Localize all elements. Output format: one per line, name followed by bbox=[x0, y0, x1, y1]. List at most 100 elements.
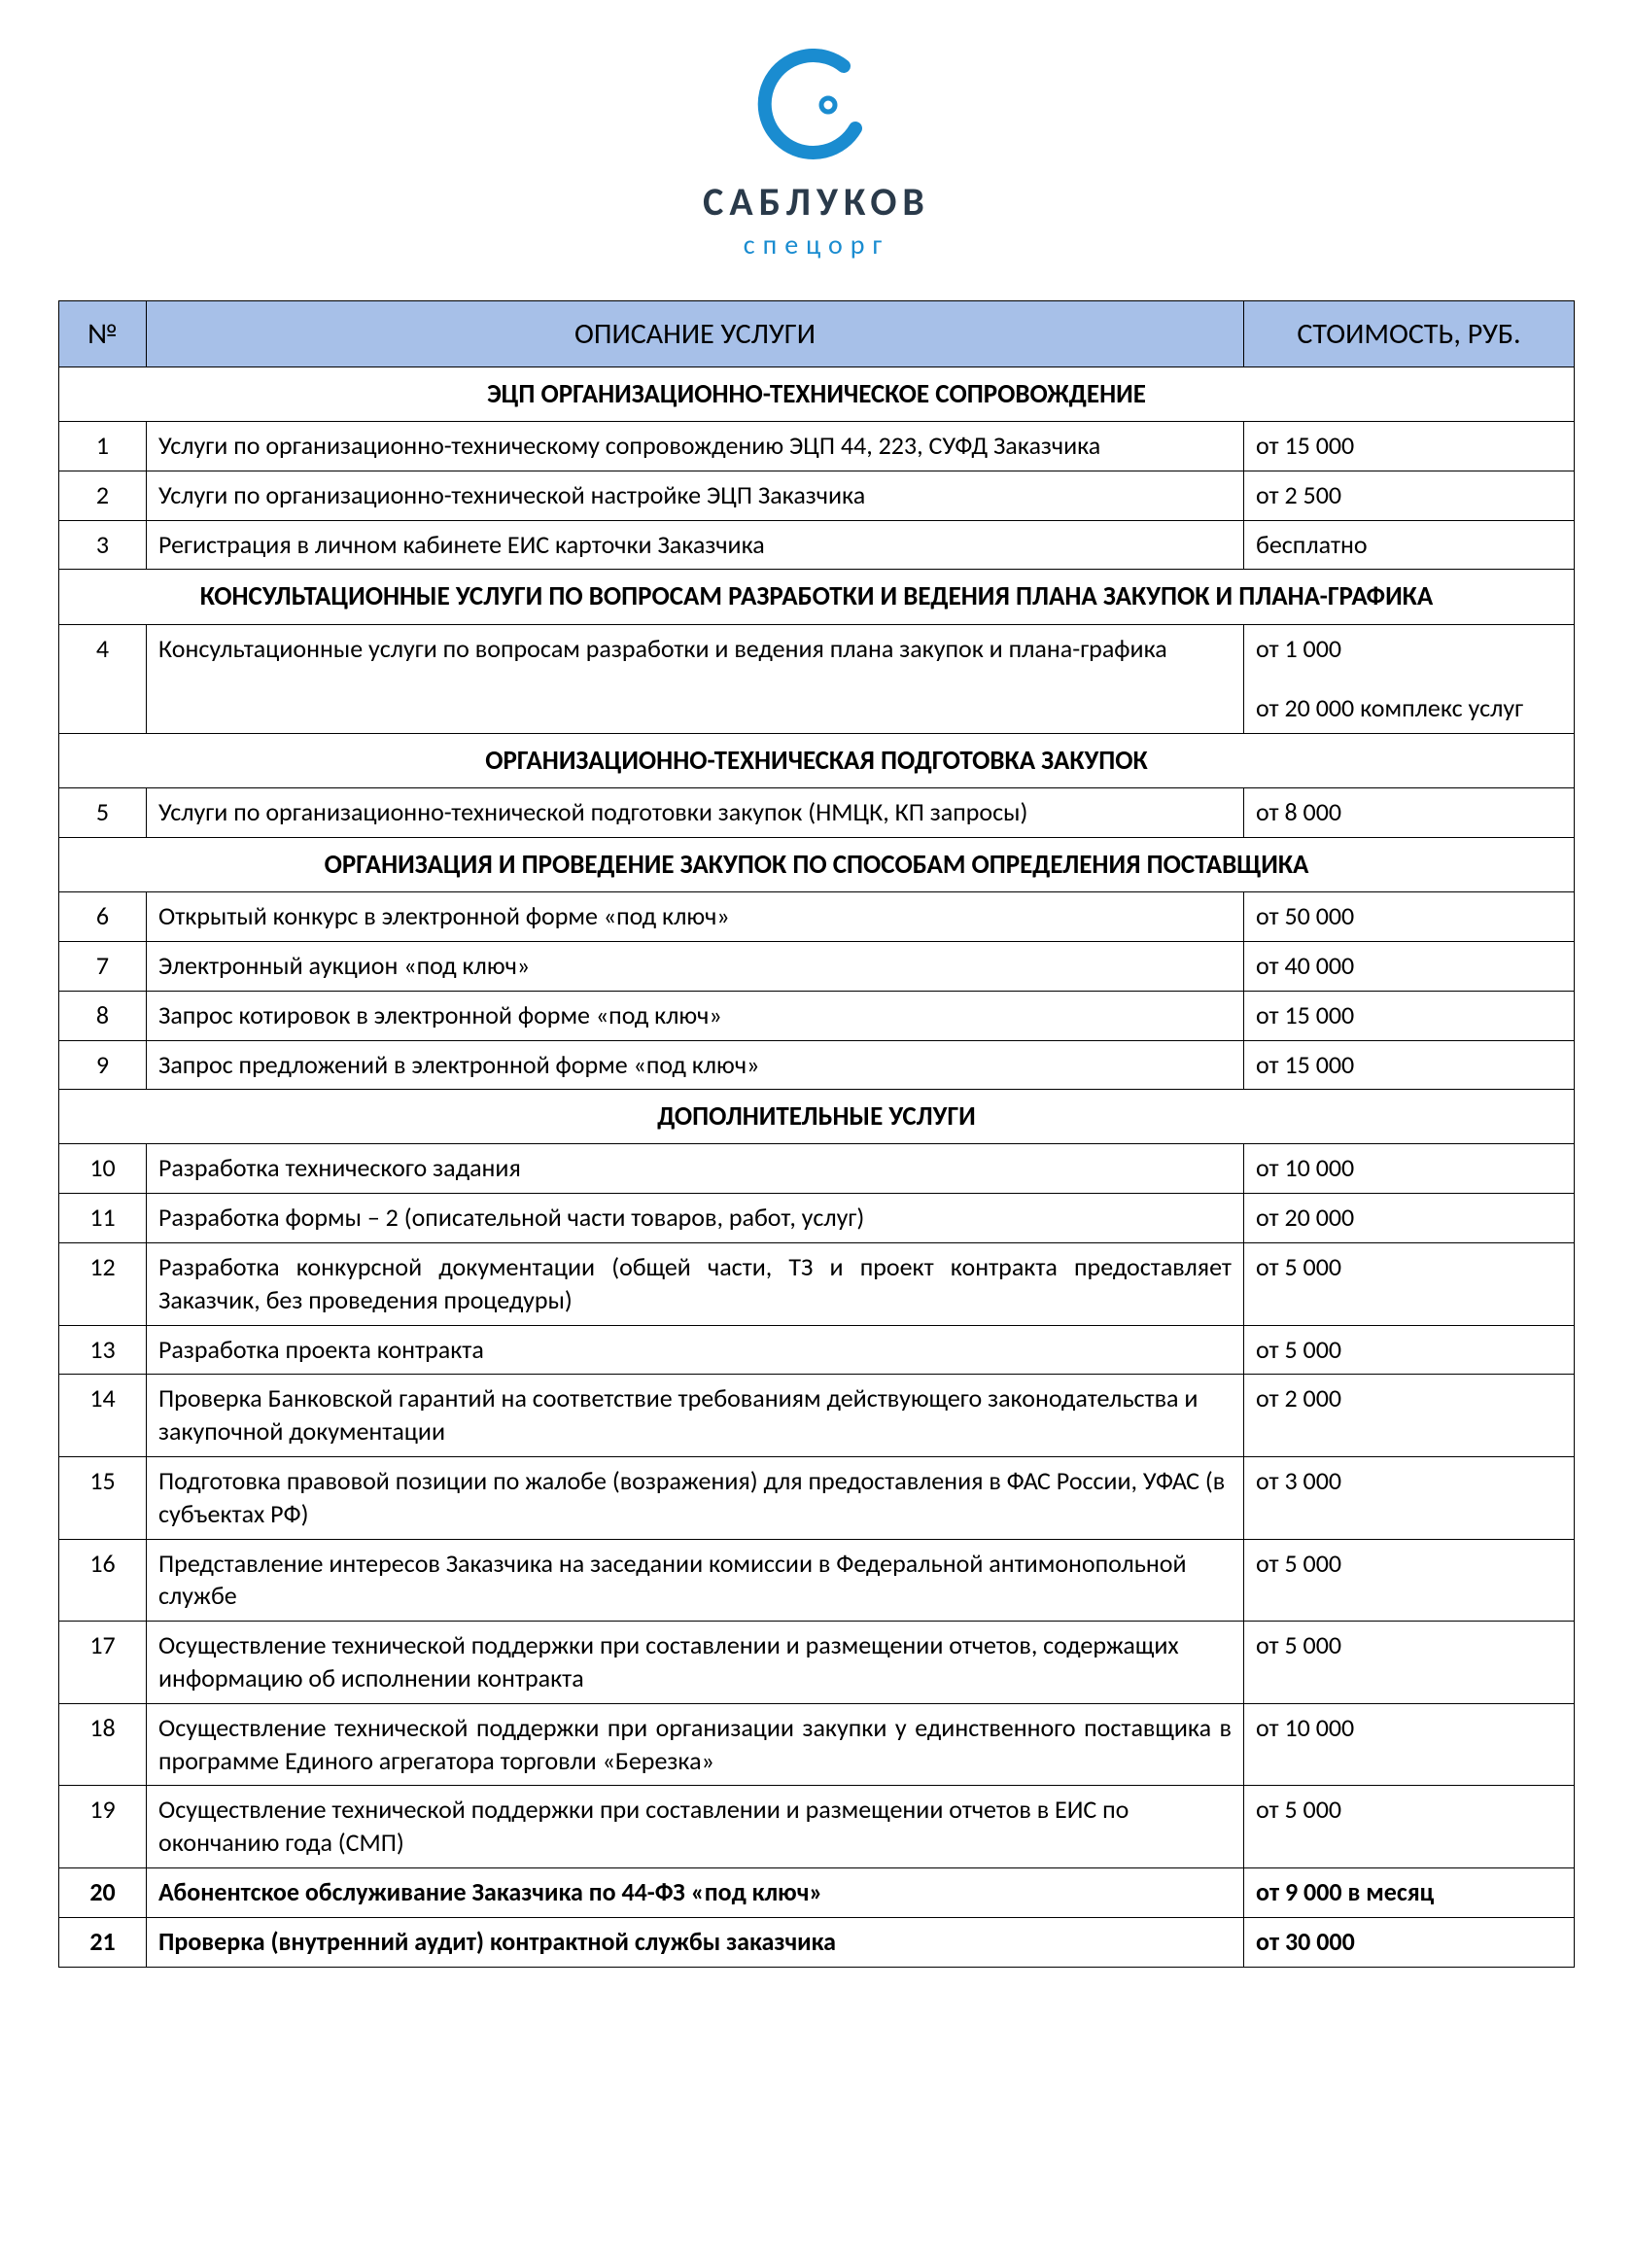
row-cost: от 9 000 в месяц bbox=[1244, 1867, 1575, 1917]
section-row: ЭЦП ОРГАНИЗАЦИОННО-ТЕХНИЧЕСКОЕ СОПРОВОЖД… bbox=[59, 367, 1575, 422]
table-row: 19Осуществление технической поддержки пр… bbox=[59, 1786, 1575, 1868]
table-row: 9Запрос предложений в электронной форме … bbox=[59, 1040, 1575, 1090]
row-cost: от 50 000 bbox=[1244, 892, 1575, 942]
row-description: Проверка Банковской гарантий на соответс… bbox=[147, 1375, 1244, 1457]
row-number: 2 bbox=[59, 471, 147, 520]
section-title: ОРГАНИЗАЦИОННО-ТЕХНИЧЕСКАЯ ПОДГОТОВКА ЗА… bbox=[59, 734, 1575, 788]
logo-icon bbox=[748, 49, 885, 165]
row-description: Осуществление технической поддержки при … bbox=[147, 1703, 1244, 1786]
row-cost: от 5 000 bbox=[1244, 1325, 1575, 1375]
row-description: Услуги по организационно-техническому со… bbox=[147, 422, 1244, 471]
row-number: 7 bbox=[59, 941, 147, 991]
row-description: Услуги по организационно-технической нас… bbox=[147, 471, 1244, 520]
row-description: Запрос предложений в электронной форме «… bbox=[147, 1040, 1244, 1090]
row-number: 14 bbox=[59, 1375, 147, 1457]
table-row: 2Услуги по организационно-технической на… bbox=[59, 471, 1575, 520]
row-cost: бесплатно bbox=[1244, 520, 1575, 570]
section-row: ОРГАНИЗАЦИЯ И ПРОВЕДЕНИЕ ЗАКУПОК ПО СПОС… bbox=[59, 838, 1575, 892]
col-desc-header: ОПИСАНИЕ УСЛУГИ bbox=[147, 301, 1244, 367]
row-number: 5 bbox=[59, 788, 147, 838]
row-cost: от 1 000 от 20 000 комплекс услуг bbox=[1244, 624, 1575, 734]
row-cost: от 15 000 bbox=[1244, 991, 1575, 1040]
row-cost: от 5 000 bbox=[1244, 1786, 1575, 1868]
section-title: ОРГАНИЗАЦИЯ И ПРОВЕДЕНИЕ ЗАКУПОК ПО СПОС… bbox=[59, 838, 1575, 892]
section-row: ОРГАНИЗАЦИОННО-ТЕХНИЧЕСКАЯ ПОДГОТОВКА ЗА… bbox=[59, 734, 1575, 788]
table-row: 21Проверка (внутренний аудит) контрактно… bbox=[59, 1917, 1575, 1967]
row-description: Разработка конкурсной документации (обще… bbox=[147, 1243, 1244, 1326]
row-number: 17 bbox=[59, 1622, 147, 1704]
logo-subtitle: спецорг bbox=[58, 227, 1575, 262]
table-row: 17Осуществление технической поддержки пр… bbox=[59, 1622, 1575, 1704]
col-cost-header: СТОИМОСТЬ, РУБ. bbox=[1244, 301, 1575, 367]
row-description: Представление интересов Заказчика на зас… bbox=[147, 1539, 1244, 1622]
logo-block: САБЛУКОВ спецорг bbox=[58, 49, 1575, 262]
row-description: Осуществление технической поддержки при … bbox=[147, 1786, 1244, 1868]
row-cost: от 10 000 bbox=[1244, 1144, 1575, 1194]
row-description: Консультационные услуги по вопросам разр… bbox=[147, 624, 1244, 734]
row-number: 20 bbox=[59, 1867, 147, 1917]
section-title: ДОПОЛНИТЕЛЬНЫЕ УСЛУГИ bbox=[59, 1090, 1575, 1144]
row-number: 3 bbox=[59, 520, 147, 570]
row-cost: от 40 000 bbox=[1244, 941, 1575, 991]
row-description: Электронный аукцион «под ключ» bbox=[147, 941, 1244, 991]
row-cost: от 2 000 bbox=[1244, 1375, 1575, 1457]
table-row: 20Абонентское обслуживание Заказчика по … bbox=[59, 1867, 1575, 1917]
section-row: ДОПОЛНИТЕЛЬНЫЕ УСЛУГИ bbox=[59, 1090, 1575, 1144]
section-title: ЭЦП ОРГАНИЗАЦИОННО-ТЕХНИЧЕСКОЕ СОПРОВОЖД… bbox=[59, 367, 1575, 422]
table-row: 15Подготовка правовой позиции по жалобе … bbox=[59, 1457, 1575, 1540]
cost-line: от 1 000 bbox=[1256, 633, 1562, 666]
table-row: 3Регистрация в личном кабинете ЕИС карто… bbox=[59, 520, 1575, 570]
row-cost: от 8 000 bbox=[1244, 788, 1575, 838]
table-row: 14Проверка Банковской гарантий на соотве… bbox=[59, 1375, 1575, 1457]
table-row: 12Разработка конкурсной документации (об… bbox=[59, 1243, 1575, 1326]
row-description: Услуги по организационно-технической под… bbox=[147, 788, 1244, 838]
table-row: 4Консультационные услуги по вопросам раз… bbox=[59, 624, 1575, 734]
table-header-row: № ОПИСАНИЕ УСЛУГИ СТОИМОСТЬ, РУБ. bbox=[59, 301, 1575, 367]
table-row: 13Разработка проекта контрактаот 5 000 bbox=[59, 1325, 1575, 1375]
table-row: 7Электронный аукцион «под ключ»от 40 000 bbox=[59, 941, 1575, 991]
row-description: Проверка (внутренний аудит) контрактной … bbox=[147, 1917, 1244, 1967]
row-description: Подготовка правовой позиции по жалобе (в… bbox=[147, 1457, 1244, 1540]
row-number: 9 bbox=[59, 1040, 147, 1090]
section-title: КОНСУЛЬТАЦИОННЫЕ УСЛУГИ ПО ВОПРОСАМ РАЗР… bbox=[59, 570, 1575, 624]
row-description: Разработка формы – 2 (описательной части… bbox=[147, 1194, 1244, 1243]
row-number: 4 bbox=[59, 624, 147, 734]
row-description: Разработка проекта контракта bbox=[147, 1325, 1244, 1375]
row-number: 21 bbox=[59, 1917, 147, 1967]
row-number: 19 bbox=[59, 1786, 147, 1868]
row-cost: от 5 000 bbox=[1244, 1539, 1575, 1622]
table-row: 8Запрос котировок в электронной форме «п… bbox=[59, 991, 1575, 1040]
row-description: Регистрация в личном кабинете ЕИС карточ… bbox=[147, 520, 1244, 570]
row-number: 11 bbox=[59, 1194, 147, 1243]
table-row: 6Открытый конкурс в электронной форме «п… bbox=[59, 892, 1575, 942]
row-description: Абонентское обслуживание Заказчика по 44… bbox=[147, 1867, 1244, 1917]
row-description: Запрос котировок в электронной форме «по… bbox=[147, 991, 1244, 1040]
row-number: 15 bbox=[59, 1457, 147, 1540]
row-number: 16 bbox=[59, 1539, 147, 1622]
row-number: 1 bbox=[59, 422, 147, 471]
row-cost: от 5 000 bbox=[1244, 1622, 1575, 1704]
row-description: Осуществление технической поддержки при … bbox=[147, 1622, 1244, 1704]
table-row: 5Услуги по организационно-технической по… bbox=[59, 788, 1575, 838]
row-cost: от 30 000 bbox=[1244, 1917, 1575, 1967]
row-cost: от 10 000 bbox=[1244, 1703, 1575, 1786]
row-number: 10 bbox=[59, 1144, 147, 1194]
row-description: Открытый конкурс в электронной форме «по… bbox=[147, 892, 1244, 942]
row-number: 18 bbox=[59, 1703, 147, 1786]
table-row: 1Услуги по организационно-техническому с… bbox=[59, 422, 1575, 471]
row-cost: от 15 000 bbox=[1244, 1040, 1575, 1090]
row-number: 8 bbox=[59, 991, 147, 1040]
table-row: 16Представление интересов Заказчика на з… bbox=[59, 1539, 1575, 1622]
row-number: 12 bbox=[59, 1243, 147, 1326]
logo-title: САБЛУКОВ bbox=[58, 178, 1575, 226]
table-row: 18Осуществление технической поддержки пр… bbox=[59, 1703, 1575, 1786]
cost-line: от 20 000 комплекс услуг bbox=[1256, 692, 1562, 725]
col-num-header: № bbox=[59, 301, 147, 367]
row-cost: от 15 000 bbox=[1244, 422, 1575, 471]
table-row: 11Разработка формы – 2 (описательной час… bbox=[59, 1194, 1575, 1243]
row-number: 13 bbox=[59, 1325, 147, 1375]
row-cost: от 5 000 bbox=[1244, 1243, 1575, 1326]
table-row: 10Разработка технического заданияот 10 0… bbox=[59, 1144, 1575, 1194]
price-table: № ОПИСАНИЕ УСЛУГИ СТОИМОСТЬ, РУБ. ЭЦП ОР… bbox=[58, 300, 1575, 1968]
row-cost: от 2 500 bbox=[1244, 471, 1575, 520]
